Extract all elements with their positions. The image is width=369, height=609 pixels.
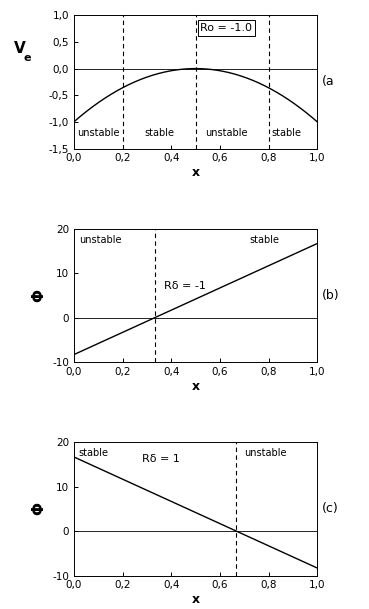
X-axis label: x: x (192, 593, 200, 606)
Text: stable: stable (79, 448, 109, 458)
Y-axis label: Φ: Φ (31, 502, 46, 515)
Text: (b): (b) (322, 289, 340, 302)
Text: V: V (14, 41, 26, 56)
Text: stable: stable (144, 128, 174, 138)
Text: Ro = -1.0: Ro = -1.0 (200, 23, 252, 33)
Text: stable: stable (249, 235, 279, 245)
Y-axis label: Φ: Φ (31, 289, 46, 302)
Text: stable: stable (272, 128, 302, 138)
Text: unstable: unstable (79, 235, 121, 245)
Text: Rδ = 1: Rδ = 1 (142, 454, 180, 464)
X-axis label: x: x (192, 166, 200, 179)
Text: (c): (c) (322, 502, 339, 515)
Text: unstable: unstable (205, 128, 247, 138)
Text: Rδ = -1: Rδ = -1 (164, 281, 206, 290)
Text: e: e (24, 53, 31, 63)
X-axis label: x: x (192, 379, 200, 393)
Text: (a: (a (322, 76, 335, 88)
Text: unstable: unstable (77, 128, 120, 138)
Text: unstable: unstable (244, 448, 287, 458)
